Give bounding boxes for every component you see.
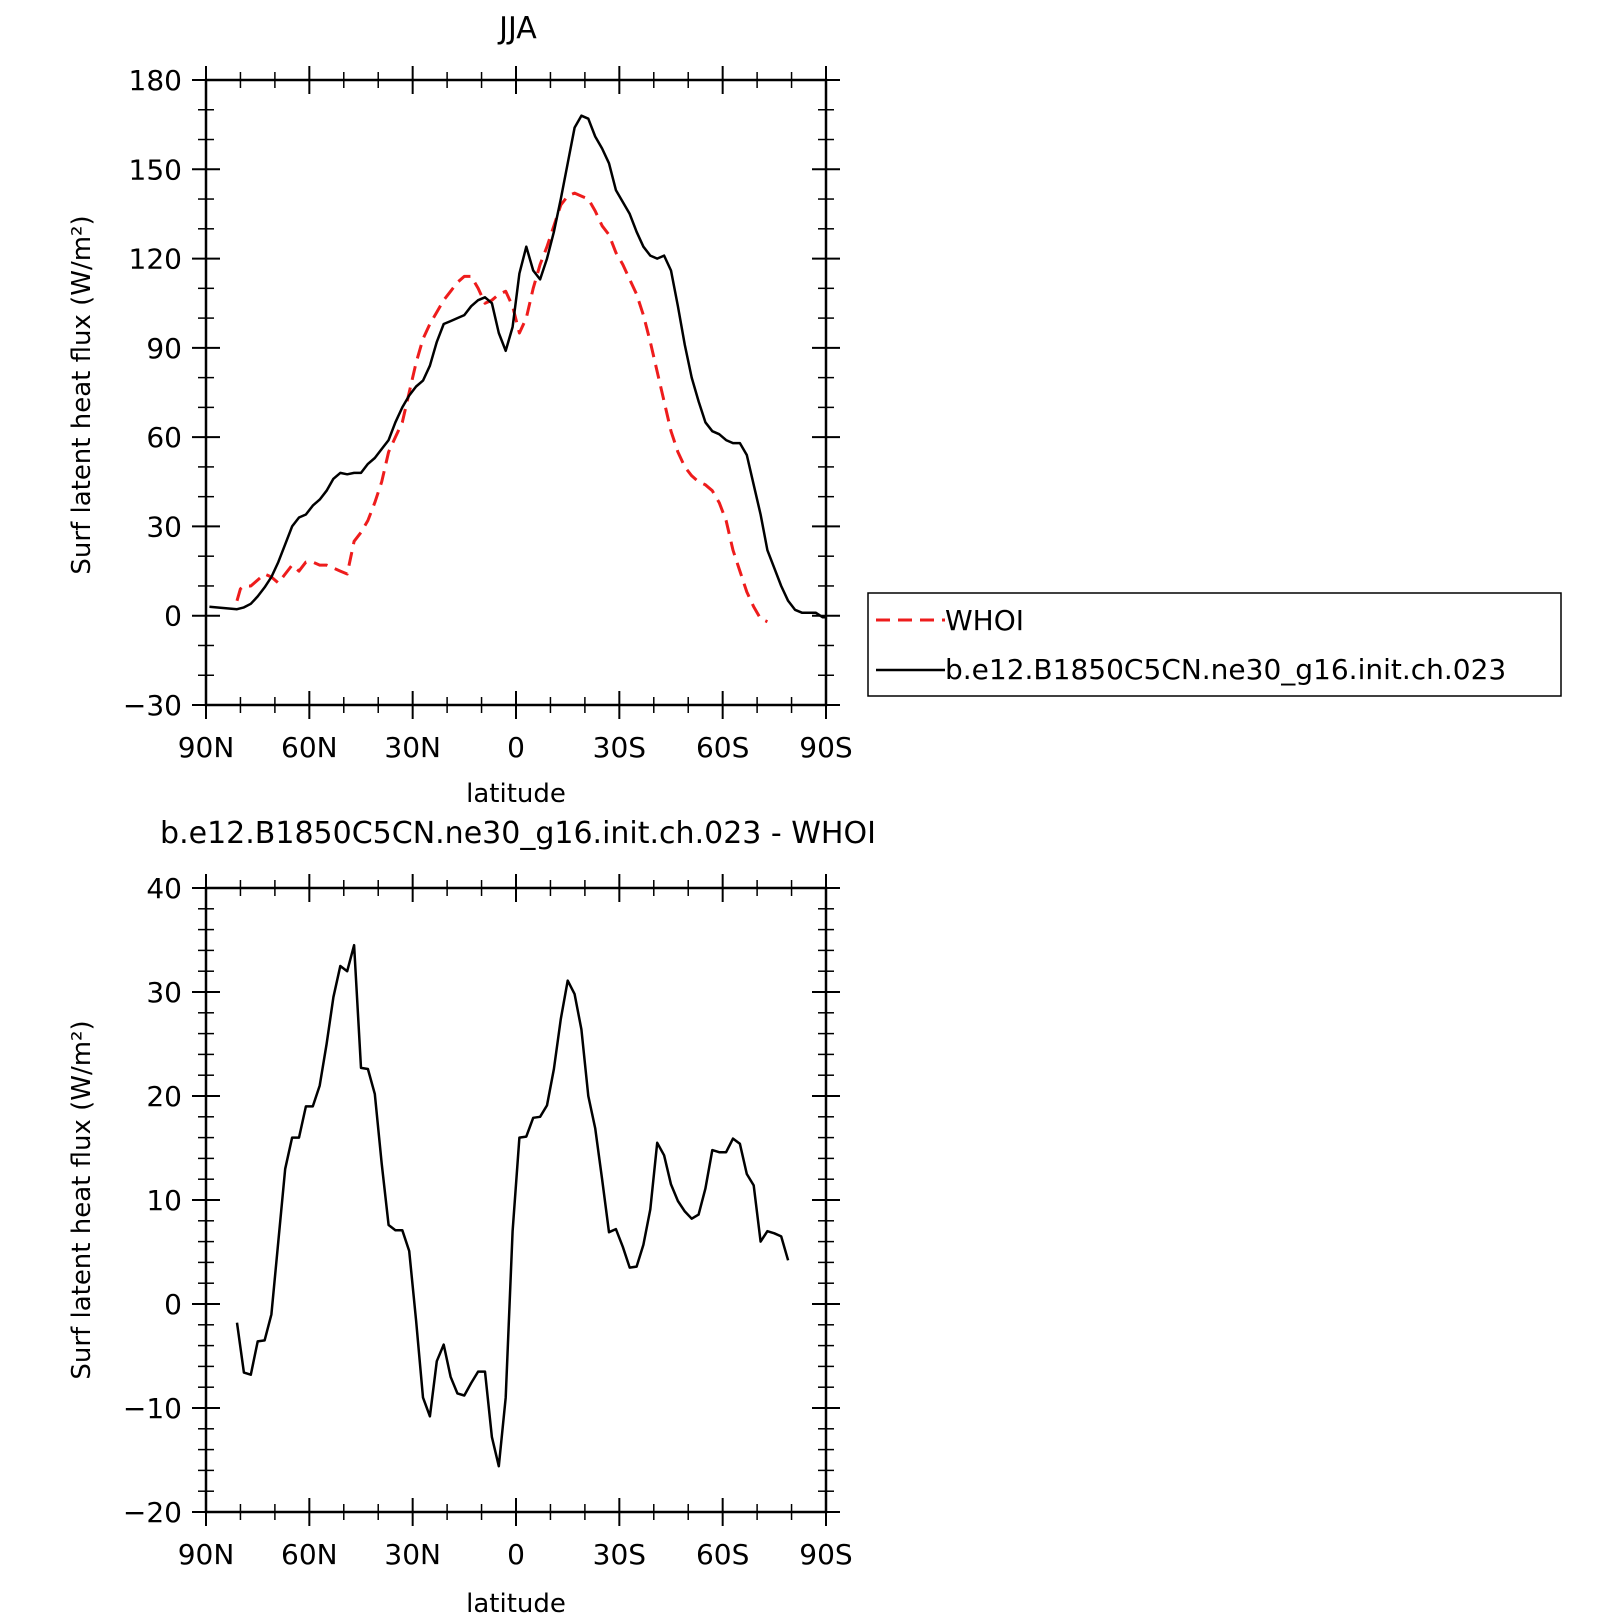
bottom-y-axis-label: Surf latent heat flux (W/m²) xyxy=(67,1020,97,1379)
top-chart-panel: JJA −30 0 30 60 90 120 150 180 90N 60N 30N 0 30S 60S… xyxy=(67,11,1562,809)
bottom-y-tick-label: −10 xyxy=(123,1392,182,1425)
top-y-tick-label: 30 xyxy=(146,510,182,543)
top-y-tick-label: 150 xyxy=(129,153,182,186)
bottom-x-tick-label: 60N xyxy=(281,1538,338,1571)
bottom-y-tick-label: 40 xyxy=(146,872,182,905)
bottom-x-tick-label: 0 xyxy=(507,1538,525,1571)
bottom-x-tick-label: 30N xyxy=(384,1538,441,1571)
bottom-y-tick-label: 10 xyxy=(146,1184,182,1217)
top-x-tick-label: 60N xyxy=(281,731,338,764)
top-chart-title: JJA xyxy=(497,11,537,46)
bottom-y-tick-label: −20 xyxy=(123,1496,182,1529)
top-x-tick-label: 0 xyxy=(507,731,525,764)
top-y-tick-label: 90 xyxy=(146,332,182,365)
legend-box xyxy=(867,592,1562,697)
top-plot-area xyxy=(209,114,826,624)
top-x-axis-label: latitude xyxy=(466,779,566,809)
bottom-chart-title: b.e12.B1850C5CN.ne30_g16.init.ch.023 - W… xyxy=(160,816,876,851)
top-x-tick-label: 30N xyxy=(384,731,441,764)
legend: WHOI b.e12.B1850C5CN.ne30_g16.init.ch.02… xyxy=(867,592,1562,697)
bottom-x-tick-label: 90N xyxy=(178,1538,235,1571)
top-y-tick-label: −30 xyxy=(123,689,182,722)
bottom-chart-panel: b.e12.B1850C5CN.ne30_g16.init.ch.023 - W… xyxy=(67,816,876,1619)
top-x-tick-label: 90S xyxy=(799,731,852,764)
bottom-x-axis-label: latitude xyxy=(466,1589,566,1619)
bottom-x-tick-label: 90S xyxy=(799,1538,852,1571)
bottom-y-tick-label: 20 xyxy=(146,1080,182,1113)
top-x-tick-label: 30S xyxy=(593,731,646,764)
bottom-y-tick-label: 0 xyxy=(164,1288,182,1321)
top-series-line-2 xyxy=(209,114,826,619)
bottom-x-axis: 90N 60N 30N 0 30S 60S 90S xyxy=(178,874,853,1571)
top-y-tick-label: 0 xyxy=(164,600,182,633)
top-plot-frame xyxy=(204,78,828,707)
bottom-series-line-1 xyxy=(235,943,790,1468)
top-x-axis: 90N 60N 30N 0 30S 60S 90S xyxy=(178,66,853,764)
top-x-tick-label: 60S xyxy=(696,731,749,764)
legend-label-whoi: WHOI xyxy=(945,604,1024,637)
legend-label-model: b.e12.B1850C5CN.ne30_g16.init.ch.023 xyxy=(945,653,1506,686)
bottom-x-tick-label: 30S xyxy=(593,1538,646,1571)
bottom-plot-area xyxy=(235,943,790,1468)
top-y-tick-label: 120 xyxy=(129,243,182,276)
bottom-y-axis: −20 −10 0 10 20 30 40 xyxy=(123,872,840,1529)
top-y-tick-label: 60 xyxy=(146,421,182,454)
bottom-y-tick-label: 30 xyxy=(146,976,182,1009)
top-y-axis: −30 0 30 60 90 120 150 180 xyxy=(123,64,840,722)
bottom-x-tick-label: 60S xyxy=(696,1538,749,1571)
top-y-axis-label: Surf latent heat flux (W/m²) xyxy=(67,215,97,574)
top-series-line-1 xyxy=(235,191,769,624)
top-x-tick-label: 90N xyxy=(178,731,235,764)
top-y-tick-label: 180 xyxy=(129,64,182,97)
